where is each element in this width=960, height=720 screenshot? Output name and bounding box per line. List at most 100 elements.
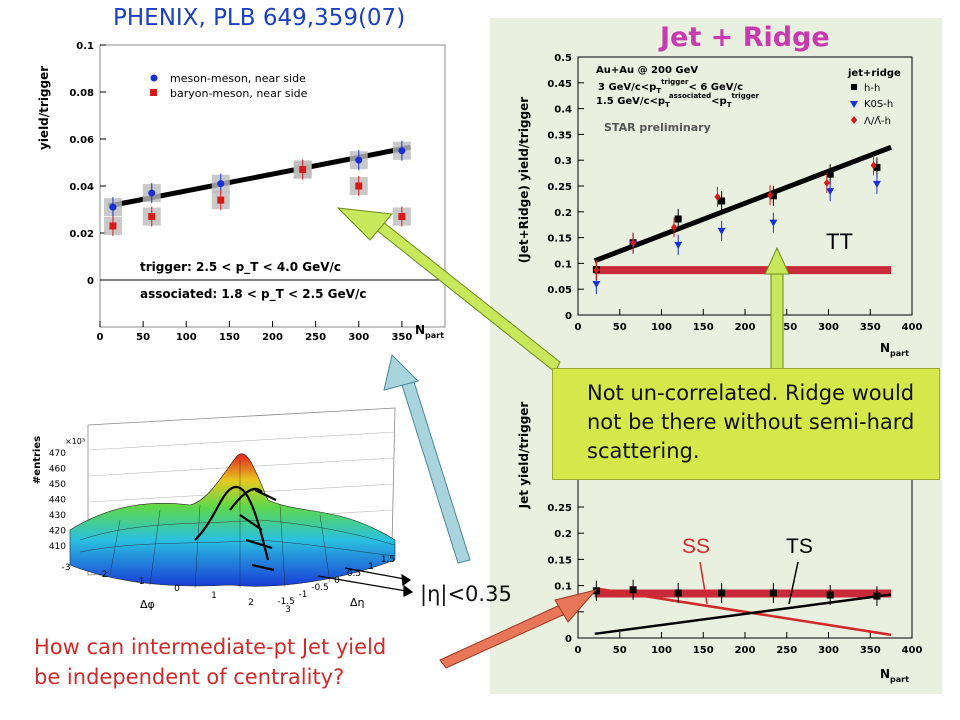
surface-phi-tick: 2 (248, 598, 254, 608)
phenix-x-tick-label: 150 (219, 332, 240, 343)
surface-eta-tick: 1 (368, 562, 374, 572)
star-bottom-x-tick-label: 250 (776, 645, 797, 656)
star-bottom-x-tick-label: 350 (860, 645, 881, 656)
star-bottom-point (718, 589, 725, 596)
surface-z-label: #entries (32, 436, 43, 484)
star-top-x-tick-label: 0 (575, 322, 582, 333)
star-top-x-tick-label: 400 (902, 322, 923, 333)
star-top-y-tick-label: 0.1 (554, 259, 572, 270)
star-bottom-y-tick-label: 0.2 (554, 529, 572, 540)
phenix-y-tick-label: 0 (87, 276, 94, 287)
legend-lambda-label: Λ/Λ̄-h (864, 116, 891, 127)
phenix-point (109, 204, 116, 211)
legend-baryon-label: baryon-meson, near side (170, 87, 308, 100)
phenix-x-tick-label: 300 (348, 332, 369, 343)
star-bottom-x-tick-label: 300 (818, 645, 839, 656)
phenix-point (217, 180, 224, 187)
phenix-point (355, 183, 362, 190)
surface-phi-tick: -3 (62, 563, 71, 573)
phenix-y-tick-label: 0.04 (69, 182, 94, 193)
surface-z-tick: 460 (49, 465, 66, 475)
star-top-point (827, 171, 834, 178)
star-bottom-x-tick-label: 400 (902, 645, 923, 656)
surface-eta-tick: -1 (299, 590, 308, 600)
star-top-x-tick-label: 50 (613, 322, 627, 333)
phenix-assoc-note: associated: 1.8 < p_T < 2.5 GeV/c (140, 287, 366, 302)
surface-eta-tick: -0.5 (311, 583, 329, 593)
star-top-y-tick-label: 0.3 (554, 156, 572, 167)
surface-eta-tick: -1.5 (277, 597, 295, 607)
star-top-y-tick-label: 0.25 (547, 182, 572, 193)
phenix-x-tick-label: 50 (136, 332, 150, 343)
star-top-y-tick-label: 0.45 (547, 79, 572, 90)
phenix-y-tick-label: 0.1 (76, 41, 94, 52)
main-title: Jet + Ridge (660, 22, 830, 53)
surface-z-tick: 430 (49, 511, 66, 521)
star-top-y-tick-label: 0.5 (554, 53, 572, 64)
phenix-point (398, 147, 405, 154)
phenix-point (109, 222, 116, 229)
eta-cut-label: |η|<0.35 (420, 582, 512, 606)
star-top-point (675, 216, 682, 223)
star-top-y-label: (Jet+Ridge) yield/trigger (517, 97, 531, 263)
star-top-x-tick-label: 350 (860, 322, 881, 333)
star-top-y-tick-label: 0.4 (554, 105, 572, 116)
star-bottom-x-tick-label: 150 (693, 645, 714, 656)
legend-meson-marker (151, 75, 158, 82)
phenix-point (398, 213, 405, 220)
legend-hh-label: h-h (864, 83, 880, 94)
phenix-point (299, 166, 306, 173)
phenix-x-tick-label: 0 (97, 332, 104, 343)
star-top-x-tick-label: 100 (651, 322, 672, 333)
star-top-y-tick-label: 0 (565, 311, 572, 322)
phenix-x-tick-label: 250 (305, 332, 326, 343)
surface-z-tick: 440 (49, 496, 66, 506)
surface-phi-tick: -2 (99, 570, 108, 580)
star-top-y-tick-label: 0.05 (547, 285, 572, 296)
question-line-1: How can intermediate-pt Jet yield (34, 632, 386, 662)
surface-z-tick: 410 (49, 542, 66, 552)
question-line-2: be independent of centrality? (34, 662, 386, 692)
star-bottom-point (675, 589, 682, 596)
legend-k0s-label: K0S-h (864, 99, 893, 110)
phenix-plot: 05010015020025030035000.020.040.060.080.… (37, 41, 445, 343)
star-bottom-y-tick-label: 0.25 (547, 503, 572, 514)
label-ss: SS (682, 535, 710, 558)
star-top-x-tick-label: 200 (735, 322, 756, 333)
star-legend-title: jet+ridge (847, 68, 901, 79)
star-preliminary: STAR preliminary (604, 121, 711, 134)
callout-box: Not un-correlated. Ridge would not be th… (552, 368, 940, 480)
star-bottom-x-tick-label: 0 (575, 645, 582, 656)
star-top-x-tick-label: 150 (693, 322, 714, 333)
surface-phi-label: Δφ (140, 598, 155, 611)
surface-z-tick: 470 (49, 449, 66, 459)
phenix-x-tick-label: 200 (262, 332, 283, 343)
reference-title: PHENIX, PLB 649,359(07) (113, 5, 405, 31)
legend-hh-marker (851, 84, 857, 90)
arrow-blue-up (384, 355, 470, 563)
star-bottom-y-tick-label: 0 (565, 634, 572, 645)
phenix-y-tick-label: 0.06 (69, 135, 94, 146)
star-energy-note: Au+Au @ 200 GeV (596, 65, 698, 76)
surface-phi-tick: 0 (174, 584, 180, 594)
star-bottom-point (827, 592, 834, 599)
surface-phi-tick: 1 (211, 591, 217, 601)
label-ts: TS (786, 535, 813, 558)
star-top-y-tick-label: 0.15 (547, 234, 572, 245)
phenix-point (148, 213, 155, 220)
star-bottom-y-tick-label: 0.1 (554, 582, 572, 593)
star-top-y-tick-label: 0.2 (554, 208, 572, 219)
surface-z-multiplier: ×10³ (65, 437, 85, 446)
phenix-y-tick-label: 0.08 (69, 88, 94, 99)
phenix-x-tick-label: 350 (391, 332, 412, 343)
star-bottom-point (770, 589, 777, 596)
star-bottom-y-label: Jet yield/trigger (517, 402, 531, 510)
surface-eta-tick: 1.5 (381, 555, 395, 565)
surface-z-tick: 450 (49, 480, 66, 490)
star-bottom-point (873, 593, 880, 600)
star-top-y-tick-label: 0.35 (547, 130, 572, 141)
star-bottom-point (630, 586, 637, 593)
surface-phi-tick: -1 (136, 577, 145, 587)
star-top-x-tick-label: 300 (818, 322, 839, 333)
star-bottom-x-tick-label: 200 (735, 645, 756, 656)
